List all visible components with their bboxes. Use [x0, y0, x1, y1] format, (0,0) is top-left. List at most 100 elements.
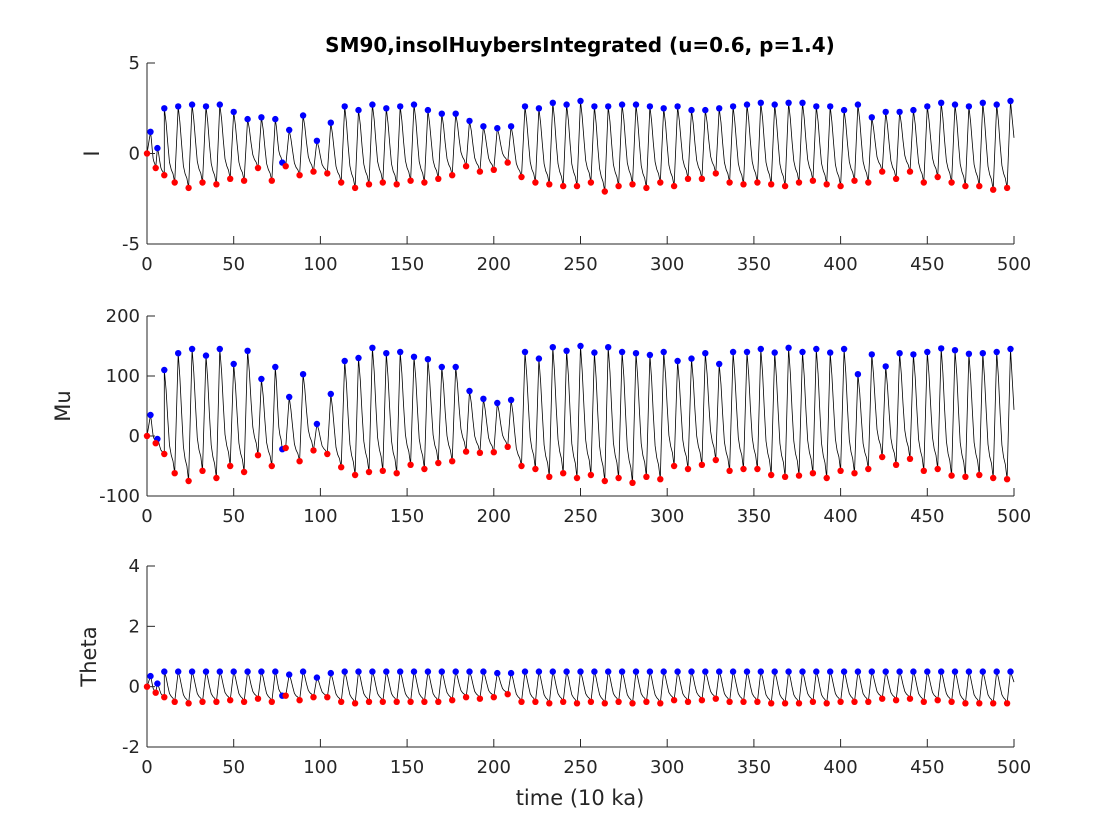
x-tick-label: 150 — [390, 506, 424, 527]
max-point — [154, 680, 161, 687]
min-point — [892, 461, 900, 468]
min-point — [712, 456, 719, 464]
max-point — [535, 355, 543, 362]
x-tick-label: 0 — [141, 506, 152, 527]
max-point — [466, 387, 473, 395]
min-point — [351, 184, 359, 192]
min-point — [152, 164, 159, 172]
min-point — [657, 179, 664, 186]
max-point — [466, 668, 473, 675]
max-point — [632, 101, 640, 108]
max-point — [424, 668, 432, 675]
max-point — [882, 668, 889, 675]
min-point — [185, 700, 192, 707]
max-point — [938, 668, 945, 675]
max-point — [494, 669, 501, 677]
x-tick-label: 50 — [222, 254, 245, 275]
max-point — [965, 103, 973, 110]
min-point — [920, 698, 927, 705]
max-point — [840, 345, 848, 353]
min-point — [518, 173, 525, 181]
min-point — [338, 698, 345, 705]
min-point — [421, 465, 428, 473]
max-point — [771, 349, 778, 356]
min-point — [227, 175, 234, 182]
max-point — [258, 668, 265, 675]
min-point — [657, 476, 664, 483]
y-tick-label: 0 — [129, 677, 140, 698]
max-point — [327, 390, 334, 398]
min-point — [851, 177, 858, 184]
max-point — [924, 348, 931, 356]
max-point — [147, 128, 154, 135]
y-tick-label: 200 — [106, 306, 140, 327]
y-tick-label: 2 — [129, 616, 140, 637]
min-point — [462, 448, 470, 455]
max-point — [938, 99, 945, 107]
min-point — [740, 698, 747, 705]
max-point — [521, 103, 529, 110]
min-point — [476, 695, 484, 702]
x-tick-label: 350 — [737, 254, 771, 275]
max-point — [674, 357, 681, 365]
max-point — [660, 105, 667, 112]
max-point — [993, 668, 1000, 675]
min-point — [670, 182, 678, 190]
min-point — [892, 697, 900, 704]
max-point — [716, 360, 723, 368]
max-point — [244, 347, 251, 354]
min-point — [254, 164, 262, 172]
max-point — [230, 108, 237, 116]
max-point — [480, 668, 487, 675]
y-tick-label: 100 — [106, 366, 140, 387]
max-point — [397, 668, 404, 675]
x-tick-label: 250 — [563, 757, 597, 778]
min-point — [573, 474, 581, 482]
min-point — [185, 184, 192, 192]
max-point — [951, 347, 959, 354]
min-point — [698, 697, 706, 704]
min-point — [851, 470, 858, 477]
min-point — [351, 700, 359, 707]
min-point — [934, 465, 941, 473]
max-point — [202, 668, 210, 675]
max-point — [383, 668, 390, 675]
min-point — [892, 175, 900, 182]
max-point — [286, 671, 293, 678]
max-point — [910, 106, 917, 114]
y-tick-label: -100 — [99, 486, 140, 507]
min-point — [837, 698, 844, 705]
min-point — [865, 179, 872, 186]
max-point — [938, 345, 945, 352]
min-point — [435, 459, 442, 467]
max-point — [757, 668, 764, 675]
max-point — [896, 668, 903, 675]
min-point — [851, 698, 858, 705]
max-point — [785, 344, 792, 351]
max-point — [299, 112, 307, 119]
min-point — [823, 700, 830, 707]
max-point — [882, 363, 889, 370]
max-point — [188, 101, 196, 108]
min-point — [865, 698, 872, 705]
min-point — [768, 181, 775, 188]
max-point — [175, 350, 182, 357]
y-tick-label: 0 — [129, 426, 140, 447]
min-point — [1003, 184, 1011, 192]
max-point — [951, 668, 959, 675]
max-point — [369, 668, 376, 675]
min-point — [296, 458, 303, 465]
max-point — [924, 668, 931, 675]
min-point — [837, 467, 844, 474]
min-point — [879, 453, 886, 461]
min-point — [795, 700, 803, 707]
max-point — [286, 393, 293, 401]
min-point — [670, 697, 678, 704]
max-point — [410, 353, 418, 360]
min-point — [379, 467, 386, 474]
min-point — [351, 471, 359, 479]
min-point — [379, 698, 386, 705]
min-point — [962, 473, 969, 480]
